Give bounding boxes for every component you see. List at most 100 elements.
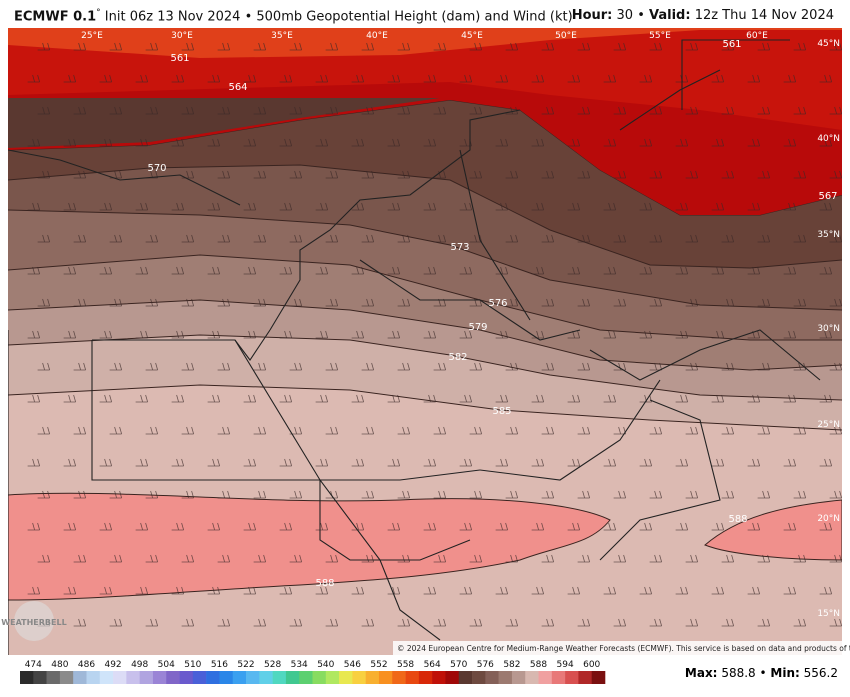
- contour-label: 573: [450, 242, 469, 253]
- max-label: Max:: [684, 666, 718, 680]
- wind-barb: [531, 74, 545, 83]
- wind-barb: [721, 234, 735, 243]
- wind-barb: [217, 490, 231, 499]
- colorbar-label: 540: [317, 660, 334, 670]
- wind-barb: [387, 266, 401, 275]
- wind-barb: [685, 618, 699, 627]
- wind-barb: [181, 362, 195, 371]
- logo-badge: [14, 601, 54, 641]
- colorbar-label: 570: [450, 660, 467, 670]
- wind-barb: [649, 170, 663, 179]
- wind-barb: [315, 138, 329, 147]
- wind-barb: [469, 490, 483, 499]
- wind-barb: [351, 394, 365, 403]
- wind-barb: [577, 362, 591, 371]
- wind-barb: [289, 106, 303, 115]
- wind-barb: [613, 618, 627, 627]
- colorbar-label: 522: [237, 660, 254, 670]
- wind-barb: [495, 394, 509, 403]
- wind-barb: [109, 42, 123, 51]
- wind-barb: [819, 330, 833, 339]
- colorbar-label: 516: [211, 660, 228, 670]
- wind-barb: [793, 618, 807, 627]
- wind-barb: [721, 42, 735, 51]
- band: [704, 499, 842, 561]
- wind-barb: [99, 458, 113, 467]
- wind-barb: [217, 426, 231, 435]
- wind-barb: [423, 138, 437, 147]
- wind-barb: [613, 554, 627, 563]
- wind-barb: [63, 138, 77, 147]
- wind-barb: [505, 298, 519, 307]
- wind-barb: [135, 330, 149, 339]
- colorbar-swatch: [192, 671, 207, 684]
- wind-barb: [351, 330, 365, 339]
- wind-barb: [829, 170, 842, 179]
- wind-barb: [757, 426, 771, 435]
- wind-barb: [685, 554, 699, 563]
- wind-barb: [531, 202, 545, 211]
- colorbar-swatch: [232, 671, 247, 684]
- wind-barb: [747, 74, 761, 83]
- wind-barb: [397, 426, 411, 435]
- wind-barb: [135, 266, 149, 275]
- colorbar-label: 534: [291, 660, 308, 670]
- wind-barb: [721, 554, 735, 563]
- wind-barb: [711, 586, 725, 595]
- wind-barb: [109, 490, 123, 499]
- colorbar-label: 582: [503, 660, 520, 670]
- wind-barb: [675, 266, 689, 275]
- wind-barb: [109, 426, 123, 435]
- longitude-label: 45°E: [461, 31, 483, 41]
- wind-barb: [351, 266, 365, 275]
- wind-barb: [567, 202, 581, 211]
- wind-barb: [577, 554, 591, 563]
- wind-barb: [361, 298, 375, 307]
- wind-barb: [253, 362, 267, 371]
- wind-barb: [541, 106, 555, 115]
- longitude-label: 60°E: [746, 31, 768, 41]
- colorbar-swatch: [498, 671, 513, 684]
- wind-barb: [459, 202, 473, 211]
- wind-barb: [721, 170, 735, 179]
- wind-barb: [495, 138, 509, 147]
- wind-barb: [721, 106, 735, 115]
- wind-barb: [649, 106, 663, 115]
- wind-barb: [181, 618, 195, 627]
- wind-barb: [27, 202, 41, 211]
- valid: 12z Thu 14 Nov 2024: [694, 8, 834, 23]
- wind-barb: [639, 522, 653, 531]
- wind-barb: [541, 618, 555, 627]
- wind-barb: [73, 426, 87, 435]
- contour: [8, 334, 842, 401]
- borders: [8, 39, 821, 655]
- wind-barb: [433, 362, 447, 371]
- wind-barb: [505, 42, 519, 51]
- wind-barb: [171, 202, 185, 211]
- wind-barb: [217, 298, 231, 307]
- wind-barb: [711, 138, 725, 147]
- wind-barb: [27, 522, 41, 531]
- wind-barb: [649, 618, 663, 627]
- colorbar-swatch: [33, 671, 47, 684]
- colorbar-swatch: [246, 671, 260, 684]
- wind-barb: [531, 522, 545, 531]
- wind-barb: [721, 426, 735, 435]
- wind-barb: [361, 170, 375, 179]
- wind-barb: [63, 522, 77, 531]
- wind-barb: [253, 298, 267, 307]
- wind-barb: [459, 74, 473, 83]
- wind-barb: [207, 138, 221, 147]
- wind-barb: [469, 234, 483, 243]
- wind-barb: [279, 586, 293, 595]
- wind-barb: [423, 330, 437, 339]
- wind-barb: [495, 330, 509, 339]
- colorbar-swatch: [166, 671, 180, 684]
- wind-barb: [289, 170, 303, 179]
- wind-barb: [747, 458, 761, 467]
- wind-barb: [685, 170, 699, 179]
- longitude-label: 55°E: [649, 31, 671, 41]
- latitude-label: 30°N: [817, 324, 840, 334]
- wind-barb: [433, 618, 447, 627]
- wind-barb: [747, 202, 761, 211]
